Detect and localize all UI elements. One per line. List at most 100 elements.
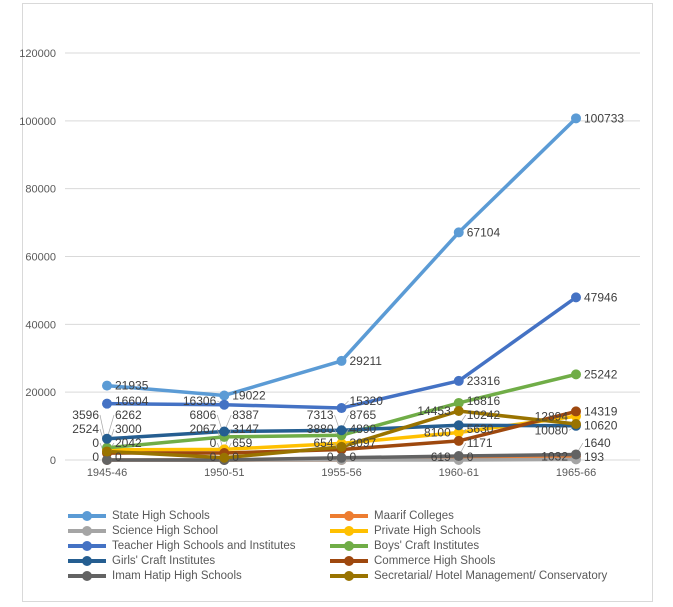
data-point — [336, 441, 347, 452]
legend-swatch — [330, 541, 368, 551]
data-point — [336, 355, 347, 366]
data-label: 0 — [92, 436, 99, 450]
legend-label: Science High School — [112, 525, 219, 537]
data-label: 0 — [115, 450, 122, 464]
legend-swatch — [68, 511, 106, 521]
legend-label: Private High Schools — [374, 525, 481, 537]
data-label: 3880 — [307, 422, 334, 436]
data-label: 21935 — [115, 379, 149, 393]
data-label: 1032 — [541, 449, 568, 463]
legend-item: Imam Hatip High Schools — [68, 570, 242, 582]
legend-item: Private High Schools — [330, 525, 481, 537]
data-point — [571, 292, 581, 303]
data-point — [453, 405, 464, 416]
data-point — [102, 433, 112, 444]
y-tick-label: 20000 — [25, 387, 56, 399]
data-point — [336, 403, 347, 414]
legend-label: Girls' Craft Institutes — [112, 555, 216, 567]
data-label: 3147 — [232, 422, 259, 436]
data-point — [102, 380, 112, 391]
x-tick-label: 1965-66 — [556, 467, 596, 479]
legend-label: Boys' Craft Institutes — [374, 540, 480, 552]
data-point — [336, 452, 347, 463]
data-label: 2042 — [115, 436, 142, 450]
data-label: 23316 — [467, 374, 501, 388]
data-label: 15320 — [350, 394, 384, 408]
data-point — [219, 390, 230, 401]
legend-swatch — [330, 526, 368, 536]
y-tick-label: 120000 — [19, 48, 56, 60]
legend-item: Teacher High Schools and Institutes — [68, 540, 295, 552]
data-label: 8100 — [424, 426, 451, 440]
data-label: 1171 — [467, 436, 493, 450]
data-label: 5630 — [467, 422, 494, 436]
data-label: 14319 — [584, 404, 618, 418]
legend-item: Maarif Colleges — [330, 510, 454, 522]
x-tick-label: 1955-56 — [321, 467, 361, 479]
data-label: 654 — [313, 436, 333, 450]
legend-swatch — [68, 526, 106, 536]
legend-label: Secretarial/ Hotel Management/ Conservat… — [374, 570, 608, 582]
data-label: 47946 — [584, 290, 618, 304]
data-point — [571, 418, 581, 429]
data-point — [102, 398, 112, 409]
data-point — [336, 425, 347, 436]
legend-item: Science High School — [68, 525, 218, 537]
data-points — [102, 113, 581, 465]
legend-swatch — [68, 571, 106, 581]
legend-item: Secretarial/ Hotel Management/ Conservat… — [330, 570, 607, 582]
legend-label: Maarif Colleges — [374, 510, 454, 522]
data-point — [453, 397, 464, 408]
data-label: 619 — [431, 450, 451, 464]
x-tick-label: 1950-51 — [204, 467, 244, 479]
data-label: 67104 — [467, 225, 501, 239]
y-tick-label: 0 — [50, 455, 56, 467]
data-label: 193 — [584, 450, 604, 464]
y-tick-label: 100000 — [19, 116, 56, 128]
data-point — [571, 113, 581, 124]
data-point — [219, 452, 230, 463]
data-point — [571, 406, 581, 417]
data-label: 19022 — [232, 388, 266, 402]
data-label: 10080 — [535, 423, 569, 437]
data-label: 0 — [350, 450, 357, 464]
legend-item: Commerce High Shools — [330, 555, 495, 567]
chart-frame — [22, 3, 653, 602]
data-label: 6806 — [190, 408, 217, 422]
data-label: 0 — [210, 450, 217, 464]
x-tick-label: 1960-61 — [439, 467, 479, 479]
legend-item: Boys' Craft Institutes — [330, 540, 479, 552]
data-label: 4890 — [350, 422, 377, 436]
legend-swatch — [330, 571, 368, 581]
legend-swatch — [330, 556, 368, 566]
data-label: 16816 — [467, 394, 501, 408]
data-label: 16306 — [183, 394, 217, 408]
legend-label: Teacher High Schools and Institutes — [112, 540, 296, 552]
data-label: 6262 — [115, 408, 142, 422]
data-label: 659 — [232, 436, 252, 450]
legend-swatch — [330, 511, 368, 521]
y-tick-label: 40000 — [25, 319, 56, 331]
legend-item: Girls' Craft Institutes — [68, 555, 215, 567]
data-label: 0 — [210, 436, 217, 450]
data-point — [102, 446, 112, 457]
data-point — [219, 399, 230, 410]
y-tick-label: 80000 — [25, 184, 56, 196]
y-tick-label: 60000 — [25, 252, 56, 264]
data-label: 14453 — [417, 404, 451, 418]
legend-item: State High Schools — [68, 510, 210, 522]
data-label: 8765 — [350, 408, 377, 422]
data-label: 8387 — [232, 408, 259, 422]
data-label: 0 — [467, 450, 474, 464]
legend-swatch — [68, 541, 106, 551]
data-point — [102, 455, 112, 465]
legend-label: State High Schools — [112, 510, 210, 522]
data-point — [453, 451, 464, 462]
data-label: 3596 — [72, 408, 99, 422]
data-label: 25242 — [584, 367, 618, 381]
data-label: 29211 — [350, 354, 383, 368]
data-label: 12894 — [535, 409, 569, 423]
data-label: 10242 — [467, 408, 501, 422]
legend-swatch — [68, 556, 106, 566]
data-point — [571, 449, 581, 460]
